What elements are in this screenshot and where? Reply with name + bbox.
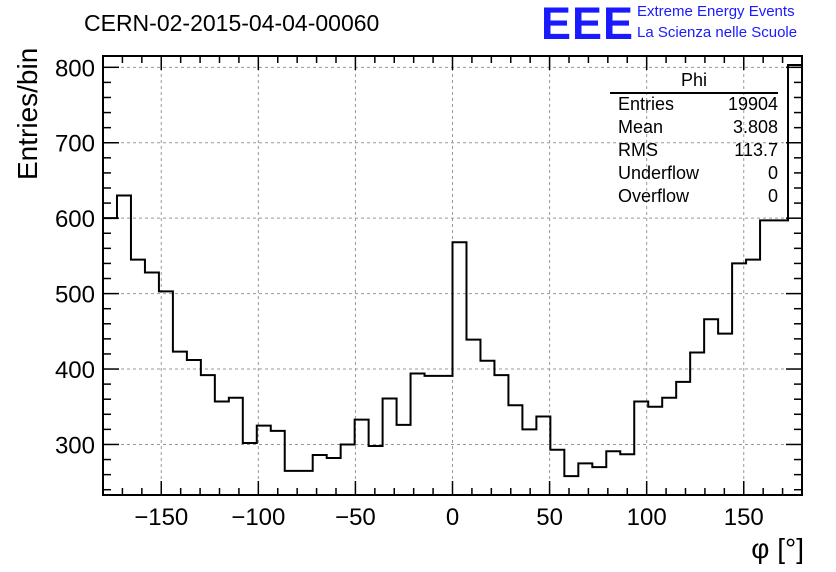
stats-value: 19904 [727,94,778,114]
y-tick-label: 800 [55,55,95,82]
logo-line-2: La Scienza nelle Scuole [637,24,798,41]
stats-box: Phi Entries 19904 Mean 3.808 RMS 113.7 Unde… [610,70,778,209]
stats-row: RMS 113.7 [610,140,778,163]
stats-value: 0 [767,163,778,183]
eee-logo: EEE [541,0,635,49]
stats-title: Phi [610,70,778,94]
stats-label: Overflow [618,186,690,206]
y-tick-label: 600 [55,206,95,233]
stats-value: 3.808 [732,117,778,137]
stats-label: Underflow [618,163,700,183]
x-tick-label: 150 [724,504,764,531]
stats-row: Entries 19904 [610,94,778,117]
x-tick-label: −150 [134,504,188,531]
stats-row: Overflow 0 [610,186,778,209]
y-axis-ticks: 300 400 500 600 700 800 [55,55,802,491]
y-tick-label: 300 [55,432,95,459]
y-tick-label: 700 [55,131,95,158]
histogram-step-line [103,64,802,478]
plot-frame [102,55,803,496]
y-tick-label: 400 [55,357,95,384]
run-title: CERN-02-2015-04-04-00060 [84,10,380,36]
x-axis-label: φ [°] [751,533,804,564]
y-tick-label: 500 [55,282,95,309]
x-tick-label: 100 [627,504,667,531]
x-tick-label: 50 [536,504,563,531]
stats-label: RMS [618,140,658,160]
x-tick-label: −100 [231,504,285,531]
y-axis-label: Entries/bin [12,47,43,180]
stats-row: Mean 3.808 [610,117,778,140]
x-axis-ticks: −150 −100 −50 0 50 100 150 [102,56,803,531]
logo-line-1: Extreme Energy Events [637,3,795,20]
grid-lines [103,56,802,495]
x-tick-label: 0 [446,504,459,531]
stats-label: Mean [618,117,664,137]
stats-value: 113.7 [734,140,778,160]
stats-label: Entries [618,94,675,114]
stats-value: 0 [767,186,778,206]
x-tick-label: −50 [335,504,376,531]
stats-row: Underflow 0 [610,163,778,186]
